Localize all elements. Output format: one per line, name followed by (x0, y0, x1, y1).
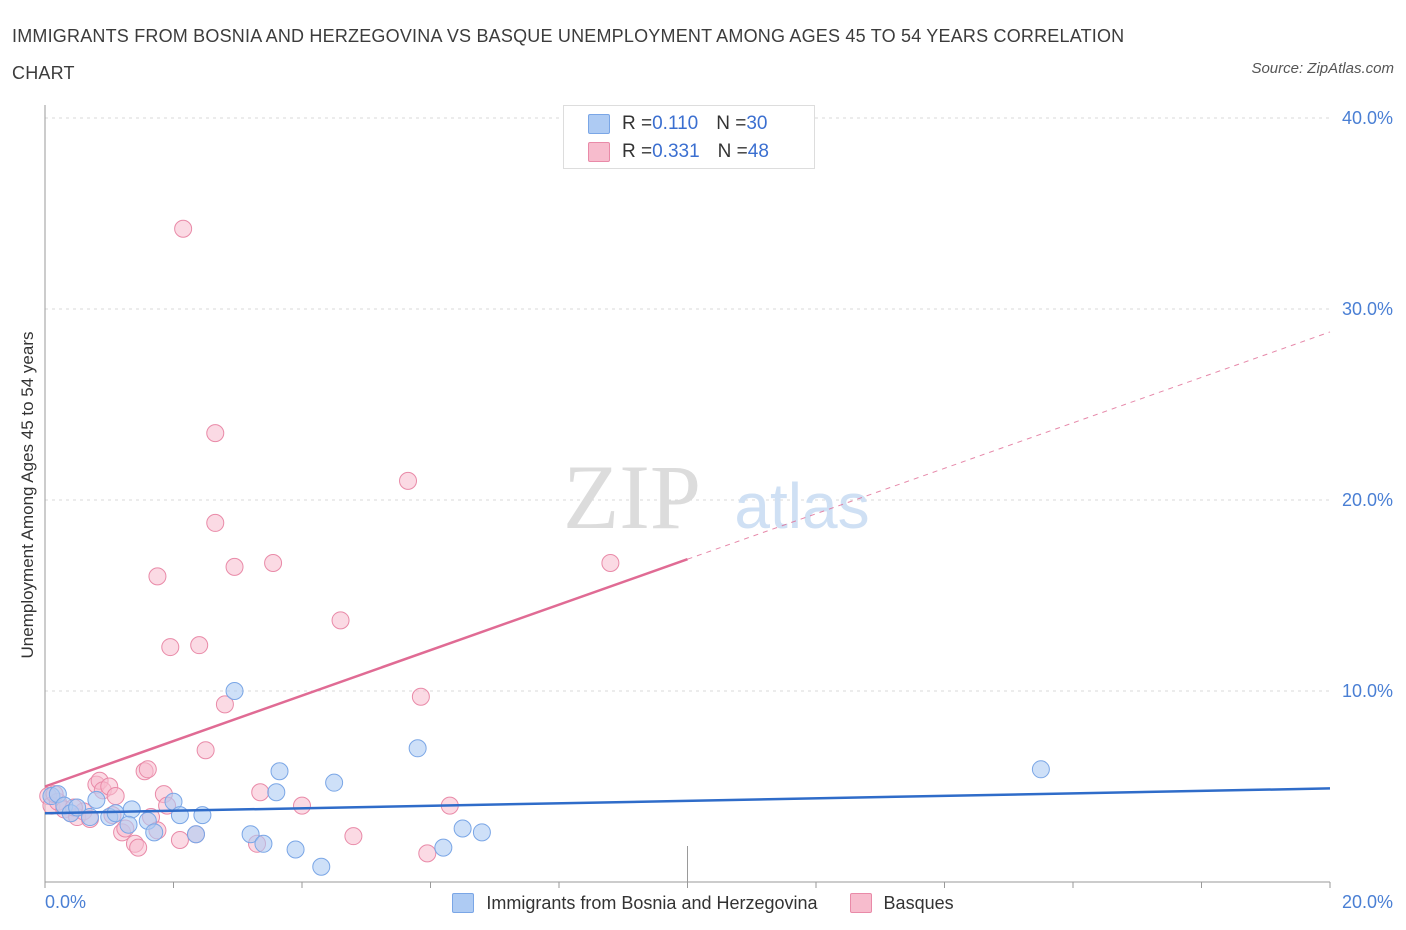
tick-labels: 10.0% 20.0% 30.0% 40.0% 0.0% 20.0% (45, 108, 1393, 912)
basques-point (251, 783, 270, 802)
bosnia-point (408, 739, 427, 758)
watermark-zip: ZIP (563, 446, 701, 548)
basques-point (264, 554, 283, 573)
bosnia-point (186, 825, 205, 844)
legend-n-label: N = (717, 141, 748, 162)
watermark: ZIP atlas (563, 446, 870, 548)
legend-n-value: 30 (746, 113, 768, 134)
bosnia-point (122, 800, 141, 819)
bosnia-point (270, 762, 289, 781)
legend-swatch-blue (588, 114, 610, 134)
bosnia-point (267, 783, 286, 802)
x-tick-label: 20.0% (1342, 892, 1393, 912)
x-tick-label: 0.0% (45, 892, 86, 912)
y-tick-label: 20.0% (1342, 490, 1393, 510)
bosnia-point (286, 840, 305, 859)
axes (44, 105, 1331, 888)
chart-title: IMMIGRANTS FROM BOSNIA AND HERZEGOVINA V… (12, 26, 1125, 83)
bosnia-point (434, 838, 453, 857)
basques-point (411, 687, 430, 706)
bosnia-point (325, 773, 344, 792)
legend-label-bosnia: Immigrants from Bosnia and Herzegovina (486, 892, 818, 913)
basques-point (206, 513, 225, 532)
y-tick-label: 40.0% (1342, 108, 1393, 128)
bosnia-point (1031, 760, 1050, 779)
legend-label-basques: Basques (883, 892, 954, 913)
basques-point (174, 219, 193, 238)
basques-point (170, 830, 189, 849)
legend-n-value: 48 (747, 141, 769, 162)
legend-r-value: 0.331 (652, 141, 700, 162)
legend-swatch-blue (452, 893, 475, 913)
y-tick-label: 30.0% (1342, 299, 1393, 319)
basques-point (344, 827, 363, 846)
basques-point (106, 787, 125, 806)
grid-lines (45, 117, 1330, 692)
legend-r-value: 0.110 (652, 113, 699, 134)
bosnia-point (225, 682, 244, 700)
legend-r-label: R = (622, 141, 653, 162)
basques-point (418, 844, 437, 863)
legend-row-bosnia: R = 0.110 N = 30 (588, 111, 768, 137)
correlation-legend: R = 0.110 N = 30 R = 0.331 N = 48 (563, 105, 815, 169)
basques-trend-line (44, 558, 688, 788)
basques-point (215, 695, 234, 714)
basques-point (148, 567, 167, 586)
legend-n-label: N = (716, 113, 747, 134)
basques-trend-extrapolation (687, 331, 1331, 560)
bosnia-point (119, 815, 138, 834)
basques-point (601, 554, 620, 573)
basques-point (129, 838, 148, 857)
basques-point (293, 796, 311, 815)
basques-point (190, 636, 209, 655)
legend-item-bosnia: Immigrants from Bosnia and Herzegovina (452, 892, 818, 914)
legend-item-basques: Basques (849, 892, 954, 914)
basques-point (399, 471, 418, 490)
bosnia-point (312, 857, 331, 876)
bosnia-point (241, 825, 260, 844)
basques-point (206, 424, 225, 443)
basques-point (196, 741, 215, 760)
y-tick-label: 10.0% (1342, 681, 1393, 701)
watermark-atlas: atlas (734, 470, 869, 542)
trend-lines (44, 331, 1331, 815)
series-legend: Immigrants from Bosnia and Herzegovina B… (0, 888, 1406, 918)
source-credit: Source: ZipAtlas.com (1251, 60, 1394, 77)
data-points (39, 219, 1050, 876)
basques-point (225, 557, 244, 576)
bosnia-point (87, 790, 106, 809)
bosnia-point (170, 806, 189, 825)
bosnia-point (145, 823, 164, 842)
bosnia-point (453, 819, 472, 838)
basques-point (331, 611, 350, 630)
bosnia-point (254, 834, 273, 853)
legend-swatch-pink (588, 142, 610, 162)
bosnia-point (472, 823, 491, 842)
basques-point (138, 760, 157, 779)
legend-swatch-pink (849, 893, 872, 913)
legend-row-basques: R = 0.331 N = 48 (588, 139, 769, 165)
basques-point (161, 638, 180, 657)
legend-r-label: R = (622, 113, 653, 134)
bosnia-trend-line (44, 787, 1331, 815)
